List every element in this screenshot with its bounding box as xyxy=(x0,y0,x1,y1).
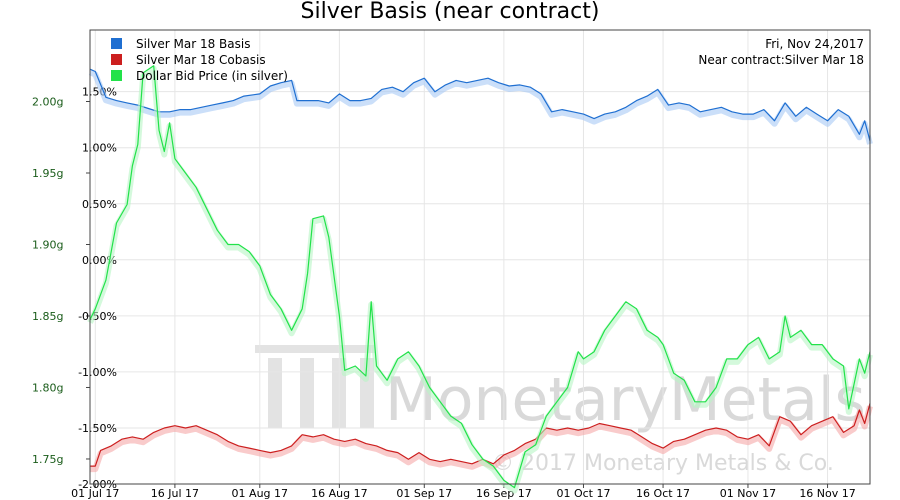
info-date: Fri, Nov 24,2017 xyxy=(765,37,864,51)
series-line-dollar-bid-price-in-silver xyxy=(89,65,871,489)
series-shadow-dollar-bid-price-in-silver xyxy=(87,65,873,494)
left-tick-label: 1.80g xyxy=(32,381,63,394)
x-tick-label: 01 Sep 17 xyxy=(396,487,452,500)
right-tick-label: 0.50% xyxy=(82,198,117,211)
info-contract: Near contract:Silver Mar 18 xyxy=(698,53,864,67)
legend-swatch-basis xyxy=(111,38,122,49)
left-tick-label: 1.90g xyxy=(32,238,63,251)
x-tick-label: 01 Jul 17 xyxy=(71,487,119,500)
x-tick-label: 01 Aug 17 xyxy=(232,487,288,500)
right-tick-label: -0.50% xyxy=(78,310,117,323)
x-tick-label: 16 Aug 17 xyxy=(311,487,367,500)
legend-label-cobasis: Silver Mar 18 Cobasis xyxy=(136,53,266,67)
legend-swatch-dollar xyxy=(111,70,122,81)
info-box: Fri, Nov 24,2017 Near contract:Silver Ma… xyxy=(698,37,864,67)
x-tick-label: 16 Nov 17 xyxy=(799,487,855,500)
series-lines xyxy=(87,65,873,494)
legend: Silver Mar 18 Basis Silver Mar 18 Cobasi… xyxy=(111,37,288,83)
x-tick-label: 01 Nov 17 xyxy=(720,487,776,500)
x-tick-label: 16 Sep 17 xyxy=(476,487,532,500)
left-tick-label: 1.75g xyxy=(32,453,63,466)
chart-title: Silver Basis (near contract) xyxy=(301,0,600,24)
series-line-silver-mar-18-basis xyxy=(89,68,871,142)
series-shadow-silver-mar-18-basis xyxy=(88,69,873,145)
left-tick-label: 1.85g xyxy=(32,310,63,323)
x-tick-label: 01 Oct 17 xyxy=(556,487,610,500)
right-tick-label: -1.50% xyxy=(78,422,117,435)
x-tick-label: 16 Oct 17 xyxy=(636,487,690,500)
x-tick-label: 16 Jul 17 xyxy=(151,487,199,500)
right-tick-label: -1.00% xyxy=(78,366,117,379)
left-tick-label: 2.00g xyxy=(32,95,63,108)
legend-label-basis: Silver Mar 18 Basis xyxy=(136,37,250,51)
plot-area-frame xyxy=(89,29,871,485)
legend-swatch-cobasis xyxy=(111,54,122,65)
right-tick-label: 1.00% xyxy=(82,142,117,155)
axes: 01 Jul 17 16 Jul 17 01 Aug 17 16 Aug 17 01 S… xyxy=(32,86,856,500)
left-tick-label: 1.95g xyxy=(32,167,63,180)
legend-label-dollar: Dollar Bid Price (in silver) xyxy=(136,69,288,83)
